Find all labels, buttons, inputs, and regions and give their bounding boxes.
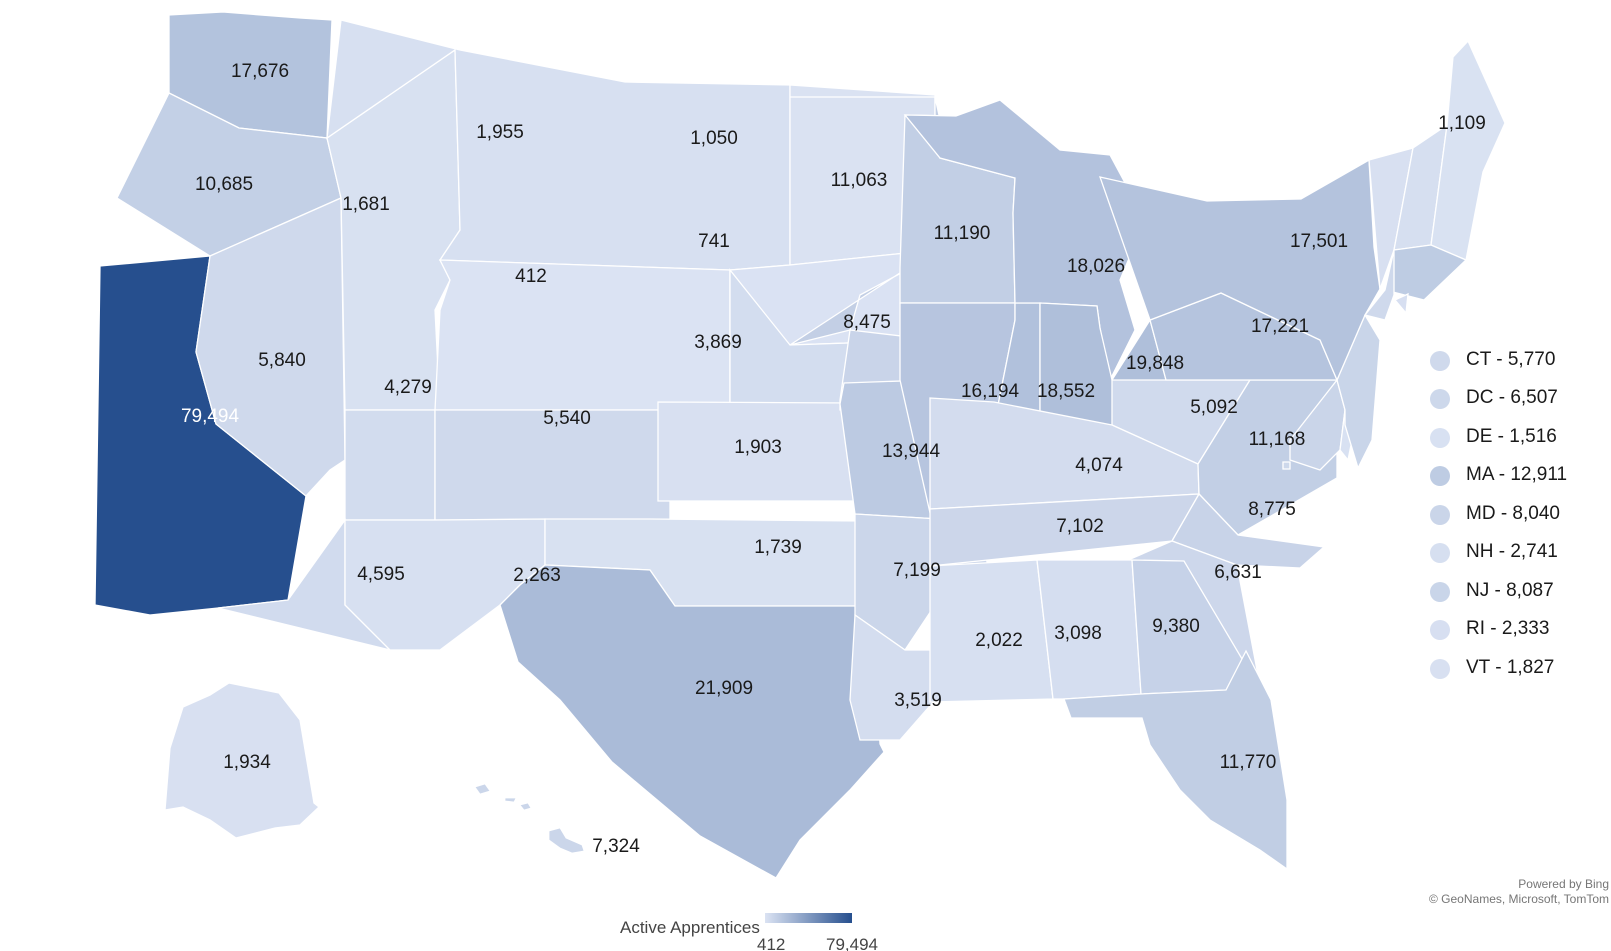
- svg-text:18,026: 18,026: [1067, 256, 1125, 277]
- svg-text:8,475: 8,475: [843, 312, 891, 333]
- svg-text:2,022: 2,022: [975, 630, 1023, 651]
- svg-text:5,540: 5,540: [543, 408, 591, 429]
- svg-text:21,909: 21,909: [695, 678, 753, 699]
- svg-text:7,199: 7,199: [893, 560, 941, 581]
- svg-text:1,109: 1,109: [1438, 113, 1486, 134]
- svg-text:17,676: 17,676: [231, 61, 289, 82]
- svg-text:9,380: 9,380: [1152, 616, 1200, 637]
- svg-text:11,770: 11,770: [1220, 752, 1277, 773]
- svg-text:18,552: 18,552: [1037, 381, 1095, 402]
- svg-text:1,681: 1,681: [342, 194, 390, 215]
- svg-text:412: 412: [515, 266, 547, 287]
- svg-text:16,194: 16,194: [961, 381, 1020, 402]
- svg-text:5,840: 5,840: [258, 350, 306, 371]
- svg-text:741: 741: [698, 231, 730, 252]
- svg-text:4,279: 4,279: [384, 377, 432, 398]
- svg-text:3,098: 3,098: [1054, 623, 1102, 644]
- svg-text:5,092: 5,092: [1190, 397, 1238, 418]
- svg-text:2,263: 2,263: [513, 565, 561, 586]
- svg-text:4,595: 4,595: [357, 564, 405, 585]
- svg-text:1,050: 1,050: [690, 128, 738, 149]
- svg-text:3,869: 3,869: [694, 332, 742, 353]
- svg-text:11,168: 11,168: [1249, 429, 1306, 450]
- svg-text:1,739: 1,739: [754, 537, 802, 558]
- svg-text:7,324: 7,324: [592, 836, 640, 857]
- svg-text:3,519: 3,519: [894, 690, 942, 711]
- svg-text:11,190: 11,190: [934, 223, 991, 244]
- svg-text:11,063: 11,063: [831, 170, 888, 191]
- svg-text:1,934: 1,934: [223, 752, 271, 773]
- svg-text:10,685: 10,685: [195, 174, 253, 195]
- svg-text:6,631: 6,631: [1214, 562, 1262, 583]
- svg-text:13,944: 13,944: [882, 441, 941, 462]
- svg-text:17,501: 17,501: [1290, 231, 1348, 252]
- svg-text:8,775: 8,775: [1248, 499, 1296, 520]
- svg-text:17,221: 17,221: [1251, 316, 1309, 337]
- svg-text:4,074: 4,074: [1075, 455, 1123, 476]
- svg-text:79,494: 79,494: [181, 406, 240, 427]
- svg-text:7,102: 7,102: [1056, 516, 1104, 537]
- svg-text:1,955: 1,955: [476, 122, 524, 143]
- svg-text:19,848: 19,848: [1126, 353, 1184, 374]
- svg-text:1,903: 1,903: [734, 437, 782, 458]
